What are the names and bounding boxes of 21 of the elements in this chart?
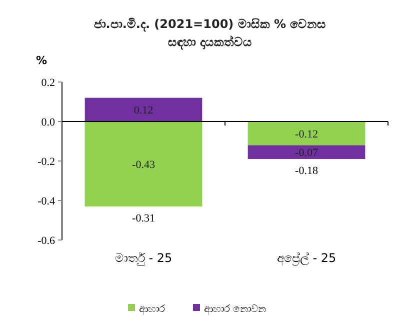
x-tick-label: අප්‍රේල් - 25 [276, 251, 336, 266]
bar [84, 98, 202, 122]
x-tick-label: මාර්තු - 25 [114, 251, 172, 265]
y-axis-title: % [36, 54, 48, 67]
total-label: -0.18 [295, 165, 318, 178]
total-label: -0.31 [132, 212, 155, 224]
y-tick-label: -0.4 [38, 196, 56, 208]
data-label: -0.07 [295, 147, 318, 160]
legend-label: ආහාර නොවන [204, 303, 266, 315]
y-tick-label: 0.2 [41, 77, 55, 89]
bar [248, 145, 366, 160]
legend-label: ආහාර [139, 303, 165, 315]
bar [248, 122, 366, 146]
y-tick-label: 0.0 [41, 116, 56, 128]
data-label: -0.43 [132, 158, 156, 171]
y-tick-label: -0.2 [38, 156, 55, 168]
data-label: -0.12 [295, 128, 318, 140]
bar [84, 122, 202, 206]
y-tick-label: -0.6 [38, 235, 56, 247]
chart-title: ජා.පා.මි.ද. (2021=100) මාසික % වෙනස සඳහා දායකත්වය [94, 17, 326, 50]
data-label: 0.12 [134, 104, 154, 117]
